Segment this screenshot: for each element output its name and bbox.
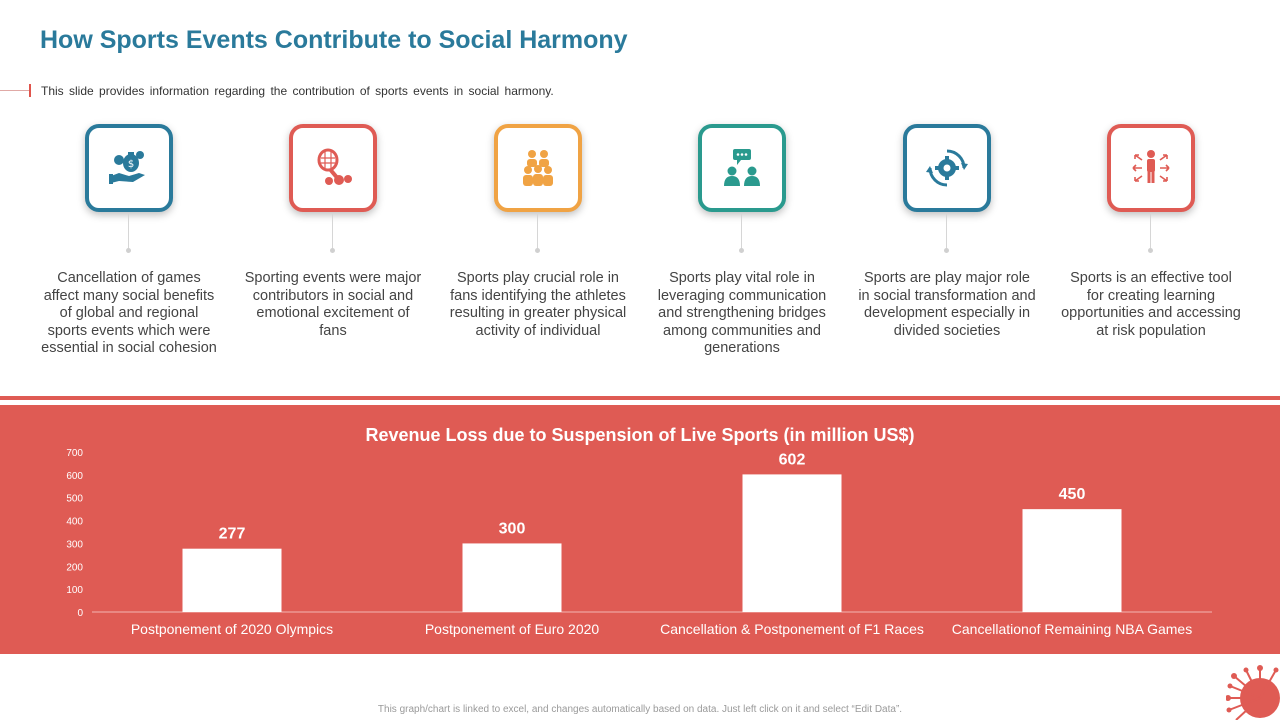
page-subtitle: This slide provides information regardin… — [41, 84, 554, 98]
feature-card-2: Sporting events were major contributors … — [243, 124, 423, 384]
chart-panel: Revenue Loss due to Suspension of Live S… — [0, 405, 1280, 654]
feature-icon-box-5 — [903, 124, 991, 212]
data-label: 277 — [219, 526, 246, 543]
subtitle-marker — [29, 84, 31, 97]
money-bag-hand-icon: $ — [109, 151, 145, 184]
y-tick-label: 400 — [66, 517, 83, 528]
data-label: 602 — [779, 451, 806, 468]
feature-text-5: Sports are play major role in social tra… — [858, 270, 1036, 339]
feature-dot-3 — [535, 248, 540, 253]
feature-text-6: Sports is an effective tool for creating… — [1061, 270, 1241, 339]
feature-text-3: Sports play crucial role in fans identif… — [449, 270, 627, 339]
y-tick-label: 100 — [66, 585, 83, 596]
feature-connector-5 — [946, 214, 947, 250]
virus-decoration-icon — [1226, 665, 1280, 720]
bar — [1022, 509, 1122, 612]
bar — [742, 474, 842, 612]
footer-note: This graph/chart is linked to excel, and… — [377, 704, 903, 715]
feature-card-1: $ Cancellation of games affect many soci… — [39, 124, 219, 384]
data-label: 300 — [499, 520, 526, 537]
bar — [462, 543, 562, 612]
bar — [182, 548, 282, 612]
feature-connector-1 — [128, 214, 129, 250]
feature-dot-5 — [944, 248, 949, 253]
gear-cycle-icon — [926, 149, 968, 187]
feature-text-1: Cancellation of games affect many social… — [41, 270, 217, 357]
person-arrows-icon — [1132, 150, 1170, 183]
feature-connector-4 — [741, 214, 742, 250]
y-tick-label: 0 — [77, 608, 83, 619]
feature-card-4: Sports play vital role in leveraging com… — [652, 124, 832, 384]
tennis-racket-balls-icon — [317, 148, 352, 185]
page-title: How Sports Events Contribute to Social H… — [40, 26, 628, 54]
revenue-loss-bar-chart: 0 100 200 300 400 500 600 700 277 Postponement of… — [66, 448, 1212, 637]
feature-text-2: Sporting events were major contributors … — [244, 270, 422, 339]
subtitle-rule — [0, 90, 29, 91]
x-tick-label: Cancellation & Postponement of F1 Races — [660, 621, 924, 637]
svg-text:$: $ — [128, 159, 134, 170]
x-tick-label: Cancellationof Remaining NBA Games — [952, 621, 1192, 637]
feature-dot-4 — [739, 248, 744, 253]
x-tick-label: Postponement of 2020 Olympics — [131, 621, 333, 637]
feature-icon-box-6 — [1107, 124, 1195, 212]
chat-people-icon — [724, 149, 760, 186]
y-tick-label: 500 — [66, 494, 83, 505]
feature-card-3: Sports play crucial role in fans identif… — [448, 124, 628, 384]
y-tick-label: 600 — [66, 471, 83, 482]
y-tick-label: 700 — [66, 448, 83, 459]
chart-title: Revenue Loss due to Suspension of Live S… — [365, 425, 915, 445]
feature-icon-box-4 — [698, 124, 786, 212]
feature-connector-3 — [537, 214, 538, 250]
y-tick-label: 300 — [66, 539, 83, 550]
feature-dot-6 — [1148, 248, 1153, 253]
feature-connector-2 — [332, 214, 333, 250]
x-tick-label: Postponement of Euro 2020 — [425, 621, 600, 637]
y-tick-label: 200 — [66, 562, 83, 573]
feature-icon-box-2 — [289, 124, 377, 212]
data-label: 450 — [1059, 486, 1086, 503]
crowd-people-icon — [523, 150, 553, 186]
feature-connector-6 — [1150, 214, 1151, 250]
feature-card-6: Sports is an effective tool for creating… — [1061, 124, 1241, 384]
feature-icon-box-3 — [494, 124, 582, 212]
feature-icon-box-1: $ — [85, 124, 173, 212]
feature-card-5: Sports are play major role in social tra… — [857, 124, 1037, 384]
feature-dot-2 — [330, 248, 335, 253]
chart-band-top-rule — [0, 396, 1280, 400]
feature-text-4: Sports play vital role in leveraging com… — [657, 270, 827, 357]
feature-dot-1 — [126, 248, 131, 253]
